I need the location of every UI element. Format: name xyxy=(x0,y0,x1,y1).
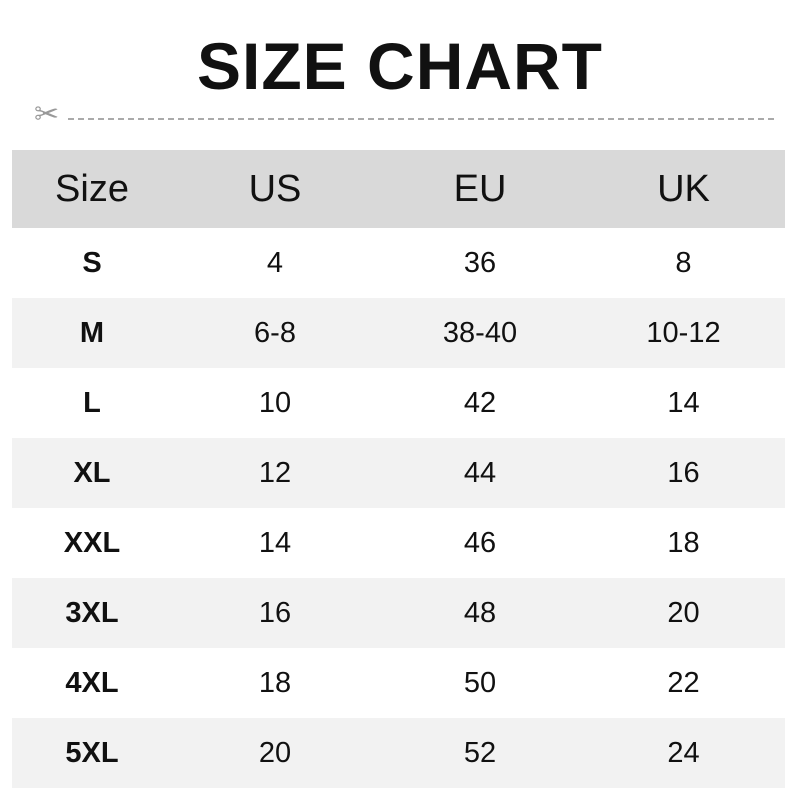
cell-eu: 50 xyxy=(463,666,497,699)
dashed-divider xyxy=(68,118,774,120)
table-row: 4XL 18 50 22 xyxy=(12,648,785,718)
cell-us: 16 xyxy=(258,596,292,629)
table-row: L 10 42 14 xyxy=(12,368,785,438)
cell-size: M xyxy=(79,316,105,349)
cell-eu: 52 xyxy=(463,736,497,769)
cell-size: 4XL xyxy=(65,666,119,699)
cell-size: 3XL xyxy=(65,596,119,629)
table-row: XL 12 44 16 xyxy=(12,438,785,508)
cell-us: 10 xyxy=(258,386,292,419)
table-row: M 6-8 38-40 10-12 xyxy=(12,298,785,368)
table-header-row: Size US EU UK xyxy=(12,150,785,228)
cell-uk: 24 xyxy=(667,736,700,769)
cell-us: 14 xyxy=(258,526,292,559)
cell-us: 20 xyxy=(258,736,292,769)
page-title: SIZE CHART xyxy=(197,29,603,103)
cell-uk: 20 xyxy=(667,596,700,629)
cell-uk: 14 xyxy=(667,386,700,419)
cell-eu: 42 xyxy=(463,386,497,419)
scissors-icon: ✂ xyxy=(34,98,60,131)
cell-eu: 38-40 xyxy=(442,316,518,349)
cell-uk: 10-12 xyxy=(646,316,721,349)
cell-size: 5XL xyxy=(65,736,119,769)
cell-eu: 44 xyxy=(463,456,497,489)
cell-eu: 36 xyxy=(463,246,497,279)
cell-us: 6-8 xyxy=(254,316,296,349)
cell-us: 4 xyxy=(266,246,284,279)
cell-size: XXL xyxy=(63,526,121,559)
cell-size: L xyxy=(83,386,101,419)
cell-uk: 8 xyxy=(675,246,692,279)
cell-uk: 22 xyxy=(667,666,700,699)
cell-size: S xyxy=(82,246,102,279)
table-row: S 4 36 8 xyxy=(12,228,785,298)
header-size: Size xyxy=(55,167,129,210)
table-row: 3XL 16 48 20 xyxy=(12,578,785,648)
cell-eu: 46 xyxy=(463,526,497,559)
table-row: 5XL 20 52 24 xyxy=(12,718,785,788)
table-row: XXL 14 46 18 xyxy=(12,508,785,578)
cell-uk: 16 xyxy=(667,456,700,489)
cell-eu: 48 xyxy=(463,596,497,629)
cell-size: XL xyxy=(73,456,111,489)
cell-uk: 18 xyxy=(667,526,700,559)
header-eu: EU xyxy=(453,167,507,210)
header-us: US xyxy=(248,167,302,210)
header-uk: UK xyxy=(657,167,710,210)
cut-line: ✂ xyxy=(34,100,774,132)
cell-us: 12 xyxy=(258,456,292,489)
cell-us: 18 xyxy=(258,666,292,699)
size-table: Size US EU UK S 4 36 8 M 6-8 38-40 10-12 L 10 42 14… xyxy=(12,150,785,788)
